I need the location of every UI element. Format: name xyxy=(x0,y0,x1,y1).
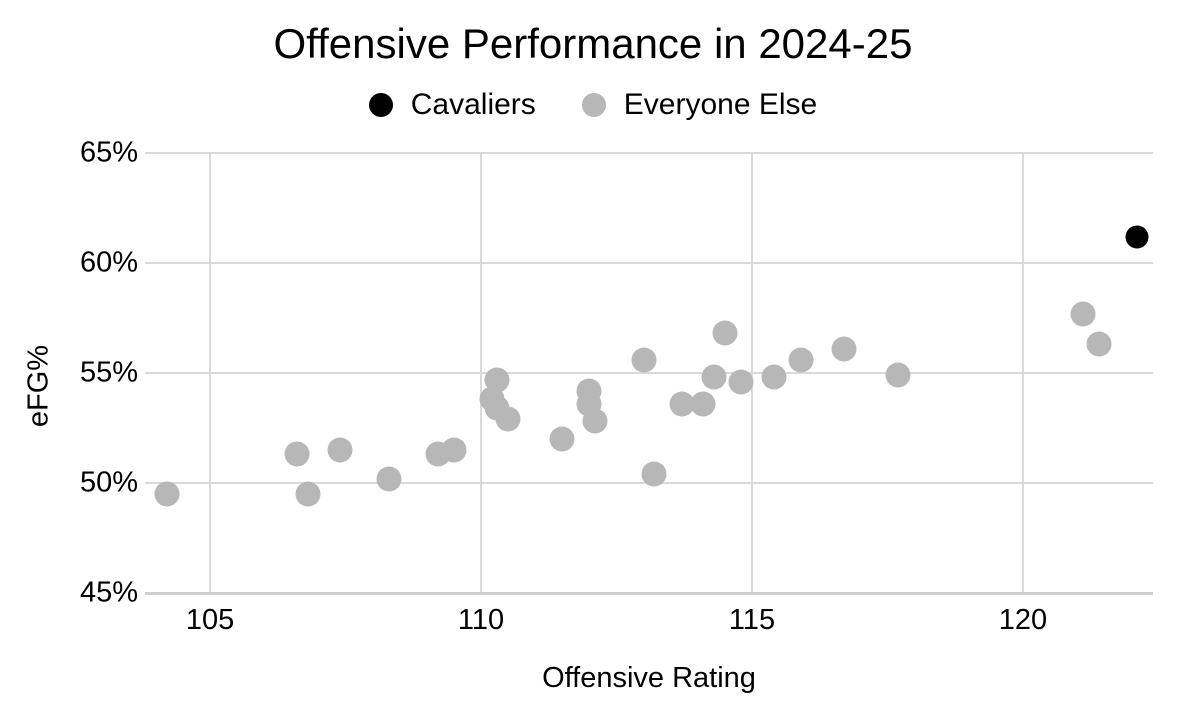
y-tick-label: 45% xyxy=(79,576,138,609)
x-axis-ticks: 105 110 115 120 xyxy=(145,606,1153,640)
legend-item-cavaliers[interactable]: Cavaliers xyxy=(368,88,536,122)
legend-label-everyone-else: Everyone Else xyxy=(623,88,818,121)
data-point-everyone-else[interactable] xyxy=(669,391,695,417)
data-point-everyone-else[interactable] xyxy=(376,466,402,492)
data-point-everyone-else[interactable] xyxy=(327,437,353,463)
data-point-everyone-else[interactable] xyxy=(284,441,310,467)
data-point-everyone-else[interactable] xyxy=(712,320,738,346)
data-point-everyone-else[interactable] xyxy=(641,461,667,487)
gridline-horizontal xyxy=(145,262,1153,264)
data-point-everyone-else[interactable] xyxy=(761,364,787,390)
data-point-everyone-else[interactable] xyxy=(295,481,321,507)
x-tick-label: 115 xyxy=(728,604,776,636)
legend-item-everyone-else[interactable]: Everyone Else xyxy=(581,88,818,122)
data-point-everyone-else[interactable] xyxy=(582,408,608,434)
data-point-everyone-else[interactable] xyxy=(788,347,814,373)
gridline-horizontal xyxy=(145,152,1153,154)
data-point-cavaliers[interactable] xyxy=(1125,225,1149,249)
data-point-everyone-else[interactable] xyxy=(1086,331,1112,357)
x-axis-title: Offensive Rating xyxy=(542,662,756,694)
legend-label-cavaliers: Cavaliers xyxy=(410,88,536,121)
x-tick-label: 105 xyxy=(185,604,235,636)
cavaliers-dot-icon xyxy=(368,93,393,117)
x-tick-label: 110 xyxy=(457,604,505,636)
data-point-everyone-else[interactable] xyxy=(549,426,575,452)
y-axis-title: eFG% xyxy=(22,344,55,428)
y-tick-label: 50% xyxy=(79,466,138,499)
y-tick-label: 55% xyxy=(79,356,138,389)
plot-area xyxy=(145,152,1153,595)
y-tick-label: 60% xyxy=(79,246,138,279)
chart-title: Offensive Performance in 2024-25 xyxy=(273,20,913,67)
legend: Cavaliers Everyone Else xyxy=(0,88,1186,122)
x-axis-line xyxy=(145,592,1153,595)
x-tick-label: 120 xyxy=(998,604,1048,636)
data-point-everyone-else[interactable] xyxy=(690,391,716,417)
data-point-everyone-else[interactable] xyxy=(631,347,657,373)
data-point-everyone-else[interactable] xyxy=(1070,301,1096,327)
data-point-everyone-else[interactable] xyxy=(831,336,857,362)
data-point-everyone-else[interactable] xyxy=(701,364,727,390)
data-point-everyone-else[interactable] xyxy=(484,367,510,393)
data-point-everyone-else[interactable] xyxy=(495,406,521,432)
data-point-everyone-else[interactable] xyxy=(885,362,911,388)
data-point-everyone-else[interactable] xyxy=(154,481,180,507)
data-point-everyone-else[interactable] xyxy=(441,437,467,463)
everyone-else-dot-icon xyxy=(581,93,606,117)
y-tick-label: 65% xyxy=(79,136,138,169)
y-axis-ticks: 45% 50% 55% 60% 65% xyxy=(0,138,138,607)
data-point-everyone-else[interactable] xyxy=(728,369,754,395)
gridline-horizontal xyxy=(145,372,1153,374)
